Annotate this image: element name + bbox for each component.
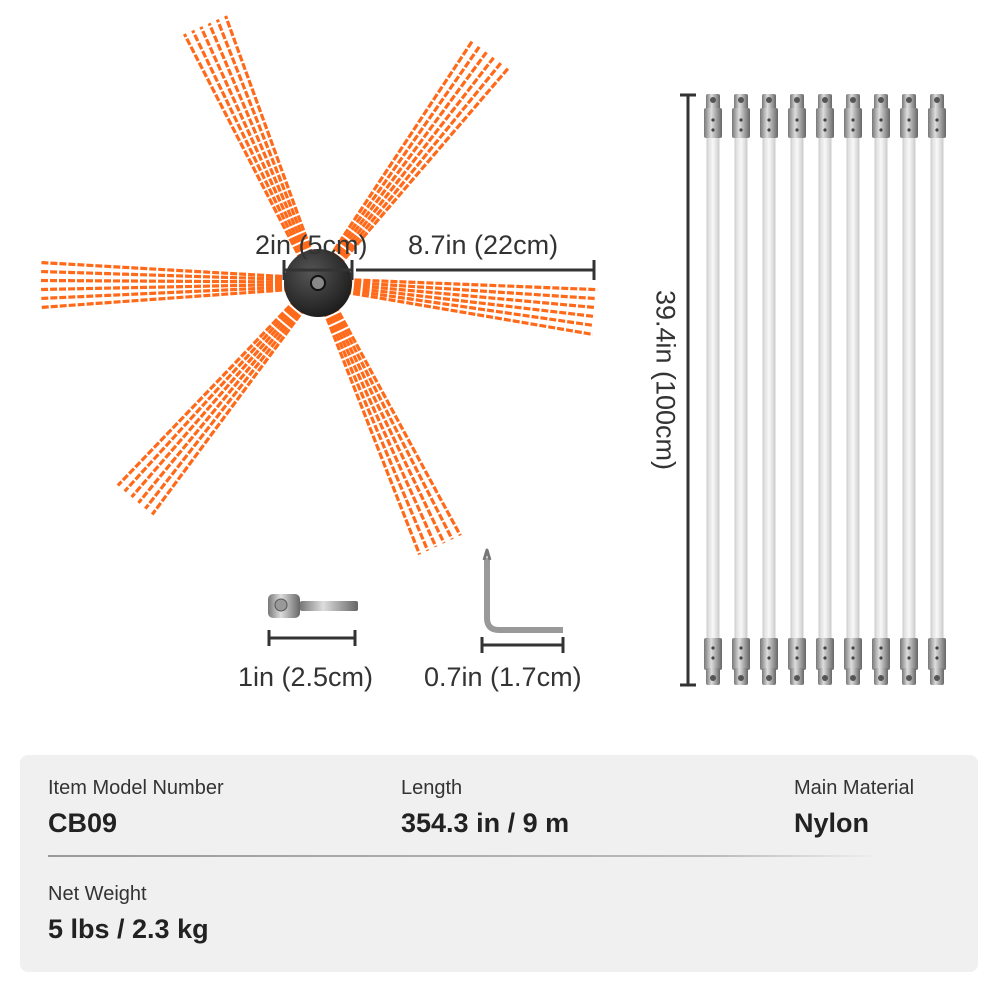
rod-length-label: 39.4in (100cm) — [650, 289, 681, 471]
wrench-length-label: 0.7in (1.7cm) — [424, 662, 582, 692]
bristle-bundle — [313, 40, 510, 287]
bristle-bundle — [317, 276, 598, 336]
bristle — [314, 283, 430, 552]
spec-value-material: Nylon — [794, 808, 870, 838]
bristle — [317, 282, 595, 319]
bristle — [39, 278, 319, 284]
extension-rod — [844, 94, 862, 685]
adapter-illustration — [268, 594, 358, 618]
bristle — [191, 29, 317, 285]
bristle — [320, 280, 462, 537]
bristle-dimension-line — [356, 260, 596, 280]
bristle — [207, 22, 321, 284]
bristle — [318, 278, 597, 301]
bristle — [123, 280, 318, 493]
extension-rod — [816, 94, 834, 685]
bristle — [40, 285, 319, 310]
extension-rod — [732, 94, 750, 685]
spec-value-model: CB09 — [48, 808, 118, 838]
spec-label-weight: Net Weight — [48, 883, 147, 905]
spec-value-length: 354.3 in / 9 m — [401, 808, 570, 838]
bristle — [318, 276, 598, 292]
spec-label-model: Item Model Number — [48, 777, 224, 799]
extension-rods — [704, 94, 946, 685]
bristle-length-label: 8.7in (22cm) — [408, 230, 559, 260]
adapter-length-label: 1in (2.5cm) — [238, 662, 374, 692]
rod-dimension-line — [680, 93, 696, 687]
hex-wrench-illustration — [482, 548, 563, 633]
bristle — [312, 284, 422, 556]
bristle — [315, 282, 438, 548]
bristle — [317, 56, 495, 285]
bristle — [224, 15, 324, 282]
bristle — [182, 33, 316, 286]
bristle — [199, 26, 319, 285]
bristle — [314, 45, 481, 283]
bristle — [319, 281, 454, 541]
bristle — [317, 280, 596, 310]
bristle-bundle — [312, 280, 462, 556]
bristle-bundle — [182, 15, 324, 286]
spec-value-weight: 5 lbs / 2.3 kg — [48, 914, 209, 944]
brush-hub — [284, 249, 352, 317]
bristle — [313, 40, 474, 282]
bristle — [39, 260, 319, 281]
bristle — [150, 284, 323, 516]
bristle — [318, 62, 503, 286]
bristle — [137, 282, 320, 504]
bristle — [317, 285, 593, 336]
bristle — [116, 278, 316, 487]
extension-rod — [760, 94, 778, 685]
extension-rod — [704, 94, 722, 685]
bristle-bundle — [39, 260, 319, 310]
adapter-dimension-line — [267, 630, 357, 646]
spec-table: Item Model Number CB09 Length 354.3 in /… — [20, 755, 978, 972]
bristle — [40, 284, 319, 301]
extension-rod — [900, 94, 918, 685]
brush-bristles — [39, 15, 598, 556]
bristle — [130, 281, 319, 499]
spec-label-length: Length — [401, 777, 463, 799]
extension-rod — [872, 94, 890, 685]
bristle — [40, 282, 319, 292]
bristle — [215, 18, 322, 283]
bristle — [317, 284, 594, 328]
bristle — [144, 283, 322, 510]
bristle — [317, 281, 446, 544]
bristle-bundle — [116, 278, 323, 516]
bristle — [315, 51, 488, 284]
spec-label-material: Main Material — [794, 777, 915, 799]
extension-rod — [788, 94, 806, 685]
bristle — [320, 67, 510, 287]
wrench-dimension-line — [480, 637, 565, 653]
hub-dimension-line — [282, 260, 354, 280]
hub-diameter-label: 2in (5cm) — [255, 230, 368, 260]
extension-rod — [928, 94, 946, 685]
spec-divider — [48, 855, 880, 857]
bristle — [39, 269, 319, 282]
